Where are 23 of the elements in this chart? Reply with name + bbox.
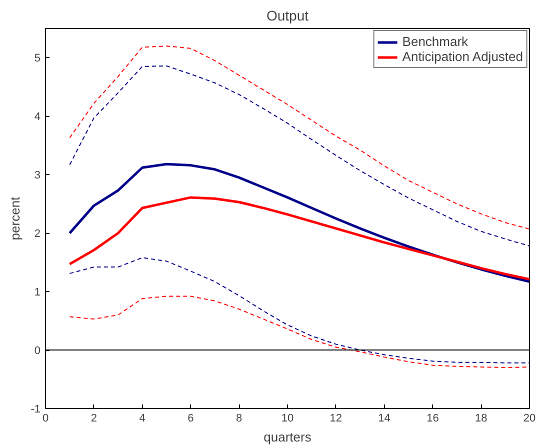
y-tick-label: 1 — [34, 286, 41, 299]
y-tick-label: 5 — [34, 52, 41, 65]
x-tick-label: 18 — [474, 412, 488, 424]
y-axis-title: percent — [8, 196, 23, 240]
x-tick-label: 20 — [523, 412, 536, 424]
chart-title: Output — [266, 8, 309, 24]
legend-label: Anticipation Adjusted — [402, 49, 523, 64]
x-tick-label: 2 — [90, 412, 97, 424]
y-tick-label: 2 — [34, 228, 41, 240]
y-tick-label: 0 — [34, 345, 41, 358]
x-tick-label: 0 — [42, 412, 49, 424]
x-tick-label: 16 — [426, 412, 439, 424]
y-tick-label: 3 — [34, 170, 41, 182]
x-tick-label: 6 — [188, 412, 194, 424]
x-axis-title: quarters — [264, 430, 312, 444]
x-tick-label: 4 — [139, 412, 146, 424]
x-tick-label: 8 — [236, 412, 242, 424]
y-tick-label: 4 — [34, 111, 41, 124]
x-tick-label: 12 — [330, 412, 342, 424]
x-tick-label: 14 — [378, 412, 390, 424]
legend-label: Benchmark — [402, 34, 468, 49]
x-tick-label: 10 — [281, 412, 294, 424]
y-tick-label: -1 — [30, 404, 40, 416]
